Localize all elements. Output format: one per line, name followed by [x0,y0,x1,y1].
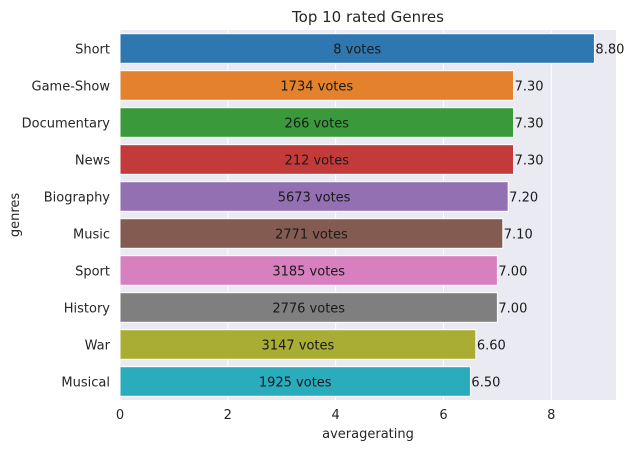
y-tick-label: Musical [61,376,110,391]
y-tick-label: News [75,154,110,169]
x-tick-labels: 0 2 4 6 8 [116,408,556,423]
bar-votes-label: 3147 votes [262,339,335,354]
y-tick-label: History [64,302,111,317]
bar-short [119,33,595,64]
x-axis-label: averagerating [322,427,414,442]
bar-value-label: 7.20 [509,191,538,206]
bar-documentary [119,107,515,138]
bars [119,33,595,397]
bar-votes-label: 1925 votes [259,376,332,391]
x-tick-label: 0 [116,408,124,423]
bar-value-label: 6.50 [471,376,500,391]
bar-votes-label: 5673 votes [278,191,351,206]
bar-votes-label: 8 votes [333,43,381,58]
bar-votes-label: 1734 votes [280,80,353,95]
bar-news [119,144,515,175]
bar-music [119,218,504,249]
bar-value-label: 7.30 [515,117,544,132]
bar-value-label: 7.30 [515,154,544,169]
bar-votes-label: 3185 votes [272,265,345,280]
bar-value-label: 7.30 [515,80,544,95]
bar-value-label: 6.60 [477,339,506,354]
bar-value-label: 7.10 [504,228,533,243]
bar-value-label: 8.80 [595,43,624,58]
bar-votes-label: 212 votes [285,154,350,169]
bar-sport [119,255,498,286]
value-labels: 8.80 7.30 7.30 7.30 7.20 7.10 7.00 7.00 6.60 6.50 [471,43,624,391]
x-tick-label: 6 [439,408,447,423]
bar-game-show [119,70,515,101]
bar-value-label: 7.00 [498,302,527,317]
y-tick-label: War [85,339,111,354]
bar-votes-label: 2776 votes [272,302,345,317]
bar-history [119,292,498,323]
bar-war [119,329,477,360]
bar-value-label: 7.00 [498,265,527,280]
y-tick-labels: Short Game-Show Documentary News Biography Mu… [22,43,111,391]
bar-musical [119,366,471,397]
y-tick-label: Documentary [22,117,111,132]
x-tick-label: 4 [332,408,340,423]
bar-votes-label: 266 votes [285,117,350,132]
y-tick-label: Music [73,228,110,243]
y-tick-label: Short [75,43,110,58]
y-tick-label: Game-Show [32,80,111,95]
x-tick-label: 2 [224,408,232,423]
bar-votes-label: 2771 votes [275,228,348,243]
y-tick-label: Biography [44,191,111,206]
chart-title: Top 10 rated Genres [291,8,444,26]
y-axis-label: genres [8,193,23,238]
x-tick-label: 8 [547,408,555,423]
bar-labels: 8 votes 1734 votes 266 votes 212 votes 5673 … [259,43,382,391]
bar-biography [119,181,509,212]
y-tick-label: Sport [75,265,110,280]
